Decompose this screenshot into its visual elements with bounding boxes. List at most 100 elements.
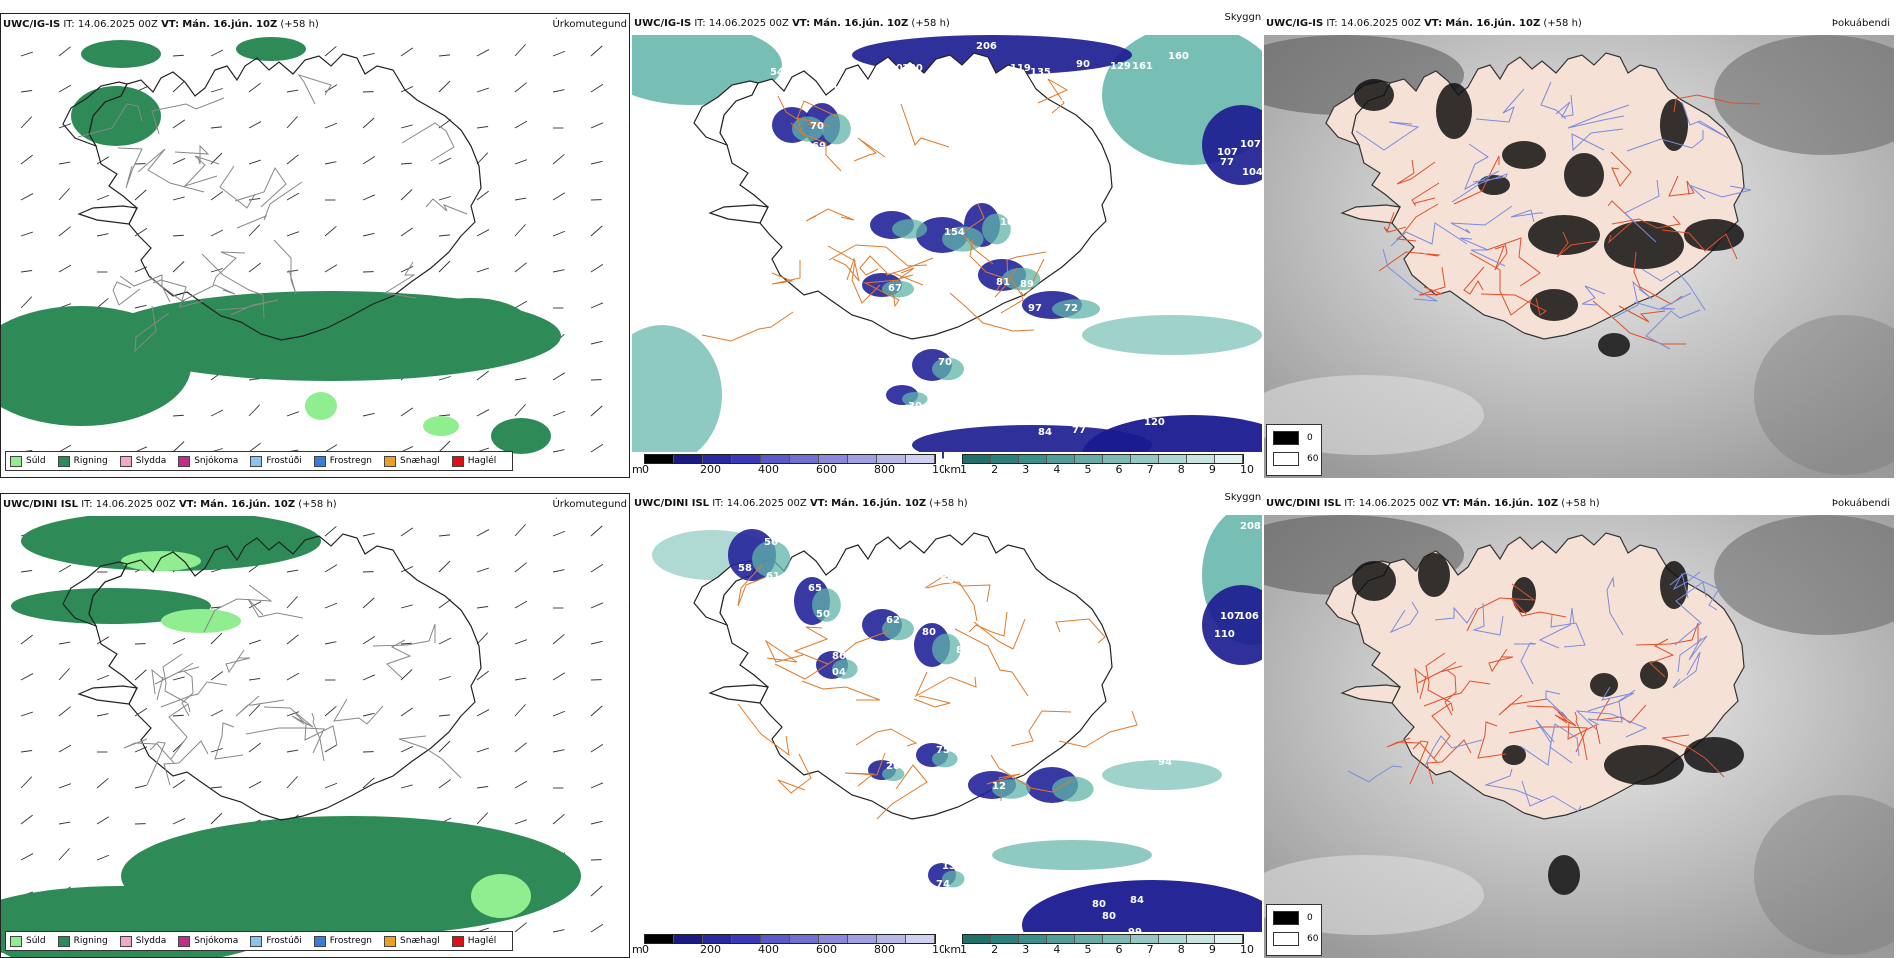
visibility-value: 131 [844,93,865,104]
issue-time: IT: 14.06.2025 00Z [81,499,176,510]
legend-swatch [452,936,464,947]
legend-item: 0 [1273,431,1313,445]
panel-header: UWC/DINI ISL IT: 14.06.2025 00Z VT: Mán.… [1264,493,1894,515]
visibility-value: 57 [790,95,804,106]
legend-label: Rigning [74,936,108,946]
visibility-value: 77 [1060,93,1074,104]
colorbar-strip [962,934,1244,944]
scale-tick: 9 [1209,463,1216,476]
lead-time: (+58 h) [1543,18,1581,29]
visibility-value: 78 [1024,575,1038,586]
legend-swatch [120,936,132,947]
legend-swatch [314,936,326,947]
visibility-value: 119 [1010,63,1031,74]
visibility-value: 72 [1064,303,1078,314]
visibility-value: 90 [1076,59,1090,70]
legend-label: Haglél [468,456,497,466]
visibility-value: 161 [1132,61,1153,72]
lead-time: (+58 h) [298,499,336,510]
legend-label: 60 [1307,454,1318,464]
visibility-value: 140 [882,63,903,74]
fog-map [1264,35,1894,478]
valid-label: VT: [161,19,179,30]
legend-item: Snjókoma [178,936,238,947]
scale-tick: 400 [758,463,779,476]
model-name: UWC/DINI ISL [1264,498,1341,509]
lead-time: (+58 h) [929,498,967,509]
visibility-value: 30 [908,401,922,412]
fog-map [1264,515,1894,958]
visibility-value: 58 [738,563,752,574]
precip-legend: Súld Rigning Slydda Snjókoma Frostúði Frostre… [5,931,513,951]
visibility-value: 89 [1020,279,1034,290]
colorbar-strip [962,454,1244,464]
legend-label: Snæhagl [400,936,440,946]
visibility-value: 69 [812,141,826,152]
visibility-value: 52 [928,599,942,610]
legend-item: Haglél [452,456,497,467]
legend-item: 60 [1273,932,1318,946]
legend-label: Snæhagl [400,456,440,466]
panel-header: UWC/IG-IS IT: 14.06.2025 00Z VT: Mán. 16… [632,13,1262,35]
visibility-value: 61 [766,571,780,582]
legend-item: Snjókoma [178,456,238,467]
legend-label: Slydda [136,936,166,946]
visibility-value: 32 [940,407,954,418]
visibility-value: 56 [764,537,778,548]
legend-label: Snjókoma [194,936,238,946]
visibility-value: 68 [1006,237,1020,248]
fog-indicator-panel-bottom: UWC/DINI ISL IT: 14.06.2025 00Z VT: Mán.… [1264,493,1894,958]
legend-swatch [250,456,262,467]
lead-time: (+58 h) [280,19,318,30]
fog-legend: 0 60 [1266,424,1322,476]
legend-swatch [178,936,190,947]
visibility-value: 74 [936,879,950,890]
legend-item: Slydda [120,456,166,467]
issue-time: IT: 14.06.2025 00Z [63,19,158,30]
precip-map [1,36,630,478]
model-name: UWC/DINI ISL [632,498,709,509]
model-name: UWC/IG-IS [1264,18,1323,29]
visibility-value: 77 [1072,425,1086,436]
legend-label: Frostúði [266,936,301,946]
scale-tick: 800 [874,463,895,476]
legend-swatch [1273,431,1299,445]
valid-time: Mán. 16.jún. 10Z [200,499,295,510]
visibility-value: 104 [1002,75,1023,86]
legend-swatch [250,936,262,947]
visibility-value: 154 [944,227,965,238]
legend-label: Frostregn [330,456,372,466]
visibility-value: 72 [930,711,944,722]
lead-time: (+58 h) [911,18,949,29]
lead-time: (+58 h) [1561,498,1599,509]
visibility-value: 153 [928,69,949,80]
visibility-value: 107 [982,75,1003,86]
visibility-value: 62 [886,615,900,626]
visibility-value: 54 [770,67,784,78]
legend-swatch [1273,452,1299,466]
legend-item: Frostúði [250,456,301,467]
visibility-value: 12 [992,781,1006,792]
legend-label: Slydda [136,456,166,466]
legend-item: Súld [10,456,46,467]
visibility-value: 86 [956,645,970,656]
visibility-value: 50 [816,609,830,620]
legend-label: Frostregn [330,936,372,946]
legend-swatch [384,456,396,467]
visibility-value: 70 [810,121,824,132]
visibility-value: 107 [1240,139,1261,150]
visibility-value: 110 [1214,629,1235,640]
field-title: Þokuábendi [1832,13,1890,35]
scale-tick: 600 [816,463,837,476]
visibility-panel-top: UWC/IG-IS IT: 14.06.2025 00Z VT: Mán. 16… [632,13,1262,478]
visibility-value: 52 [936,283,950,294]
precip-type-panel-top: UWC/IG-IS IT: 14.06.2025 00Z VT: Mán. 16… [0,13,630,478]
visibility-value: 67 [888,283,902,294]
field-title: Skyggni [1224,493,1262,509]
visibility-value: 04 [832,667,846,678]
visibility-value: 160 [1168,51,1189,62]
legend-swatch [58,936,70,947]
legend-label: Súld [26,936,46,946]
